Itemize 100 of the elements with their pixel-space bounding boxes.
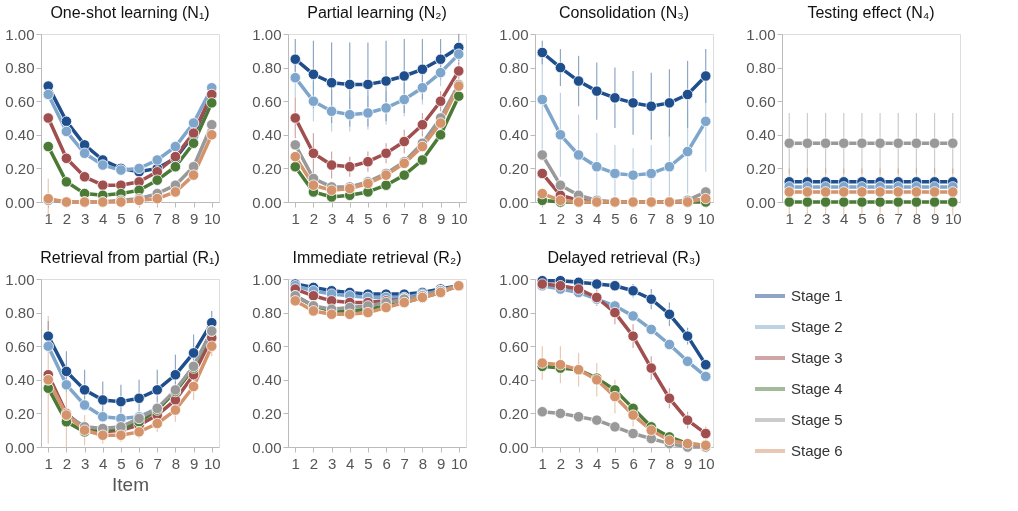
x-tick-label: 3 (574, 209, 584, 227)
x-tick-label: 5 (858, 209, 867, 227)
y-tick-label: 0.20 (746, 159, 776, 177)
x-tick-label: 5 (364, 209, 373, 227)
x-tick-label: 10 (450, 454, 468, 472)
legend-label: Stage 5 (791, 411, 843, 428)
y-tick-label: 0.00 (746, 193, 776, 211)
x-tick-label: 2 (309, 209, 319, 227)
chart-title: One-shot learning (N₁) (50, 4, 210, 21)
chart-title: Retrieval from partial (R₁) (40, 249, 220, 266)
chart-title: Testing effect (N₄) (807, 4, 935, 21)
x-tick-label: 7 (647, 209, 656, 227)
y-tick-label: 1.00 (252, 25, 282, 43)
x-tick-label: 5 (611, 454, 620, 472)
x-tick-label: 2 (803, 209, 813, 227)
x-tick-label: 1 (538, 454, 547, 472)
y-tick-label: 0.00 (252, 193, 282, 211)
chart-title: Partial learning (N₂) (307, 4, 447, 21)
x-tick-label: 10 (203, 454, 221, 472)
x-tick-label: 9 (189, 454, 199, 472)
x-tick-label: 8 (418, 454, 428, 472)
y-tick-label: 0.60 (499, 337, 529, 355)
x-tick-label: 8 (665, 209, 675, 227)
y-tick-label: 0.00 (499, 193, 529, 211)
y-tick-label: 0.40 (5, 126, 35, 144)
x-tick-label: 3 (327, 454, 337, 472)
y-tick-label: 0.40 (5, 371, 35, 389)
y-tick-label: 1.00 (746, 25, 776, 43)
x-tick-label: 6 (135, 454, 144, 472)
x-tick-label: 1 (538, 209, 547, 227)
x-tick-label: 2 (556, 454, 566, 472)
x-tick-label: 8 (665, 454, 675, 472)
y-tick-label: 0.20 (499, 404, 529, 422)
x-tick-label: 10 (697, 454, 715, 472)
x-tick-label: 10 (450, 209, 468, 227)
y-tick-label: 0.20 (5, 159, 35, 177)
y-tick-label: 0.60 (252, 337, 282, 355)
y-tick-label: 0.00 (5, 438, 35, 456)
legend-label: Stage 1 (791, 287, 843, 304)
x-tick-label: 1 (291, 454, 300, 472)
y-tick-label: 0.20 (499, 159, 529, 177)
x-tick-label: 10 (697, 209, 715, 227)
x-tick-label: 7 (894, 209, 903, 227)
x-tick-label: 4 (593, 454, 602, 472)
x-tick-label: 1 (44, 209, 53, 227)
y-tick-label: 1.00 (499, 270, 529, 288)
x-tick-label: 6 (876, 209, 885, 227)
legend-label: Stage 4 (791, 380, 843, 397)
y-tick-label: 0.20 (252, 159, 282, 177)
y-tick-label: 0.00 (499, 438, 529, 456)
x-tick-label: 9 (436, 454, 446, 472)
y-tick-label: 0.40 (746, 126, 776, 144)
legend-label: Stage 6 (791, 442, 843, 459)
x-tick-label: 7 (400, 209, 409, 227)
x-tick-label: 2 (62, 209, 72, 227)
chart-title: Delayed retrieval (R₃) (547, 249, 701, 266)
y-tick-label: 0.60 (746, 92, 776, 110)
x-tick-label: 6 (629, 209, 638, 227)
chart-title: Immediate retrieval (R₂) (292, 249, 462, 266)
x-tick-label: 9 (189, 209, 199, 227)
y-tick-label: 1.00 (5, 25, 35, 43)
x-tick-label: 9 (436, 209, 446, 227)
x-tick-label: 4 (346, 209, 355, 227)
x-tick-label: 1 (291, 209, 300, 227)
x-tick-label: 3 (80, 454, 90, 472)
x-tick-label: 7 (647, 454, 656, 472)
y-tick-label: 1.00 (499, 25, 529, 43)
legend-label: Stage 3 (791, 349, 843, 366)
x-tick-label: 3 (821, 209, 831, 227)
y-tick-label: 0.80 (746, 59, 776, 77)
y-tick-label: 0.40 (499, 371, 529, 389)
x-tick-label: 8 (418, 209, 428, 227)
y-tick-label: 0.60 (5, 337, 35, 355)
y-tick-label: 0.80 (252, 304, 282, 322)
y-tick-label: 0.40 (499, 126, 529, 144)
x-tick-label: 1 (785, 209, 794, 227)
y-tick-label: 0.80 (499, 304, 529, 322)
legend-label: Stage 2 (791, 318, 843, 335)
x-axis-title: Item (112, 473, 149, 495)
x-tick-label: 8 (171, 454, 181, 472)
x-tick-label: 7 (153, 454, 162, 472)
x-tick-label: 6 (382, 209, 391, 227)
y-tick-label: 0.40 (252, 371, 282, 389)
x-tick-label: 4 (346, 454, 355, 472)
x-tick-label: 3 (574, 454, 584, 472)
x-tick-label: 4 (593, 209, 602, 227)
x-tick-label: 7 (153, 209, 162, 227)
x-tick-label: 5 (117, 454, 126, 472)
x-tick-label: 8 (912, 209, 922, 227)
x-tick-label: 4 (99, 209, 108, 227)
x-tick-label: 9 (683, 454, 693, 472)
x-tick-label: 6 (135, 209, 144, 227)
y-tick-label: 0.60 (499, 92, 529, 110)
y-tick-label: 0.00 (5, 193, 35, 211)
x-tick-label: 9 (930, 209, 940, 227)
x-tick-label: 5 (117, 209, 126, 227)
y-tick-label: 0.00 (252, 438, 282, 456)
x-tick-label: 2 (62, 454, 72, 472)
x-tick-label: 10 (203, 209, 221, 227)
x-tick-label: 6 (629, 454, 638, 472)
